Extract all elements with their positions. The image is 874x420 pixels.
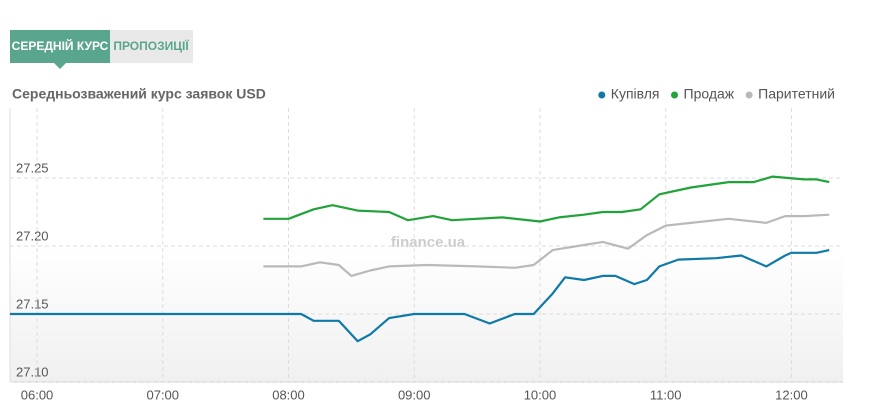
legend-label: Продаж (684, 86, 735, 102)
y-tick-label: 27.10 (16, 364, 49, 379)
x-tick-label: 08:00 (272, 387, 305, 402)
legend-marker (671, 91, 679, 99)
tab-label[interactable]: ПРОПОЗИЦІЇ (113, 38, 189, 53)
chart-title: Середньозважений курс заявок USD (12, 86, 266, 102)
tab-active[interactable] (10, 30, 110, 63)
x-tick-label: 11:00 (650, 387, 682, 402)
x-tick-label: 07:00 (146, 387, 179, 402)
series-line (10, 249, 830, 343)
tab-label[interactable]: СЕРЕДНІЙ КУРС (12, 38, 109, 53)
tab[interactable] (110, 30, 193, 63)
legend-label: Купівля (611, 86, 660, 102)
legend-label: Паритетний (758, 86, 835, 102)
x-tick-label: 06:00 (21, 387, 54, 402)
series-line (263, 213, 830, 277)
x-tick-label: 12:00 (775, 387, 808, 402)
watermark: finance.ua (391, 234, 466, 251)
series-line (263, 175, 830, 223)
legend-marker (598, 91, 606, 99)
y-tick-label: 27.25 (16, 160, 49, 175)
y-tick-label: 27.15 (16, 296, 49, 311)
legend-marker (745, 91, 753, 99)
y-tick-label: 27.20 (16, 228, 49, 243)
x-tick-label: 10:00 (524, 387, 557, 402)
x-tick-label: 09:00 (398, 387, 431, 402)
tab-pointer (54, 63, 66, 69)
